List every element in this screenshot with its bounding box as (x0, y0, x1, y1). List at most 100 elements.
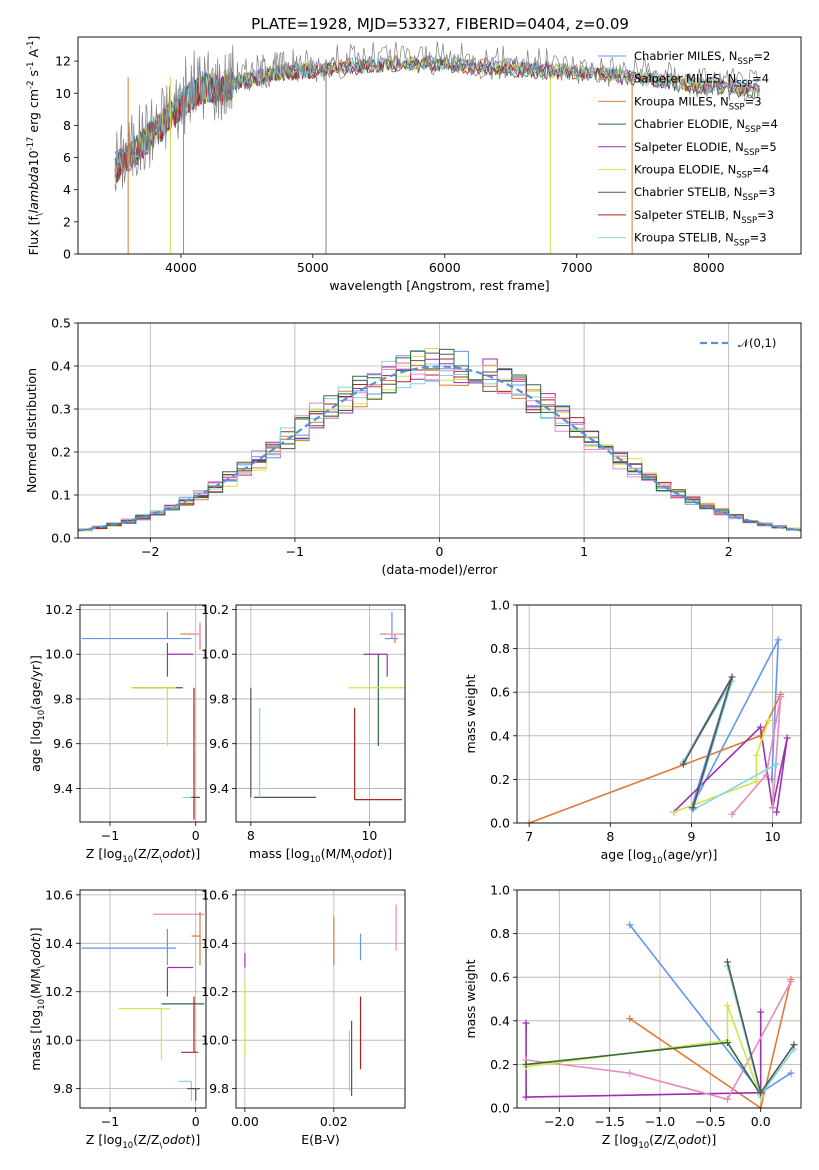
weight-point-marker (752, 778, 760, 786)
x-axis-label: (data-model)/error (382, 562, 499, 577)
y-tick-label: 9.8 (209, 691, 229, 706)
x-tick-label: 10 (765, 829, 781, 844)
x-tick-label: −1 (286, 544, 304, 559)
mass-vs-ebv-frame (235, 889, 406, 1109)
x-tick-label: −2.0 (544, 1114, 574, 1129)
weight-point-marker (787, 978, 795, 986)
x-tick-label: −1.0 (645, 1114, 675, 1129)
x-tick-label: −1.5 (594, 1114, 624, 1129)
weight-vs-age-frame (516, 604, 802, 824)
y-tick-label: 6 (63, 150, 71, 165)
mass-vs-ebv-plot-area (244, 904, 397, 1096)
y-tick-label: 10.0 (45, 1033, 73, 1048)
age-vs-mass-panel: 8 10 9.4 9.6 9.8 10.0 10.2 mass [log10(M/M\odot… (201, 602, 406, 865)
y-tick-label: 1.0 (490, 883, 510, 898)
y-axis-label: mass weight (463, 959, 478, 1038)
spectrum-data-line (114, 41, 760, 192)
weight-point-marker (757, 1089, 765, 1097)
legend-entry: Salpeter STELIB, NSSP=3 (634, 208, 774, 226)
x-tick-label: 8000 (693, 260, 725, 275)
y-tick-label: 0.0 (490, 1101, 510, 1116)
x-tick-label: 8 (606, 829, 614, 844)
weight-point-marker (762, 771, 770, 779)
x-tick-label: 8 (247, 828, 255, 843)
mass-vs-Z-plot-area (81, 911, 205, 1101)
mass-vs-Z-frame (79, 889, 207, 1109)
spectrum-panel: 4000 5000 6000 7000 8000 0 2 4 6 8 10 12 wavelength … (26, 15, 802, 293)
y-tick-label: 9.8 (53, 1081, 73, 1096)
y-tick-label: 9.4 (53, 781, 73, 796)
x-tick-label: 9 (687, 829, 695, 844)
y-tick-label: 2 (63, 214, 71, 229)
weight-vs-Z-plot-area (522, 921, 798, 1108)
y-tick-label: 0.3 (51, 402, 71, 417)
weight-point-marker (522, 1019, 530, 1027)
y-tick-label: 9.6 (53, 736, 73, 751)
weight-point-marker (757, 1008, 765, 1016)
legend-entry: Chabrier ELODIE, NSSP=4 (634, 117, 778, 135)
x-axis-label: mass [log10(M/M\odot)] (249, 846, 392, 865)
weight-point-marker (522, 1060, 530, 1068)
x-tick-label: 1 (580, 544, 588, 559)
weight-point-marker (723, 1095, 731, 1103)
y-tick-label: 10.0 (45, 647, 73, 662)
weight-point-marker (790, 1041, 798, 1049)
y-tick-label: 0.1 (51, 488, 71, 503)
weight-point-marker (757, 1104, 765, 1108)
x-tick-label: 7000 (561, 260, 593, 275)
spectrum-frame (77, 36, 802, 255)
weight-vs-Z-frame (516, 889, 802, 1109)
weight-vs-Z-panel: −2.0 −1.5 −1.0 −0.5 0.0 0.0 0.2 0.4 0.6 0.8 1.0 Z [… (463, 883, 802, 1151)
weight-series-line (526, 1041, 762, 1096)
weight-point-marker (773, 760, 781, 768)
age-vs-Z-panel: −1 0 9.4 9.6 9.8 10.0 10.2 Z [log10(Z/Z\odot)] a… (28, 602, 207, 865)
x-tick-label: −1 (101, 828, 119, 843)
x-tick-label: 0 (436, 544, 444, 559)
y-tick-label: 12 (55, 54, 71, 69)
weight-point-marker (723, 1039, 731, 1047)
y-tick-label: 0.4 (51, 359, 71, 374)
y-axis-label: mass weight (463, 674, 478, 753)
mass-vs-Z-panel: −1 0 9.8 10.0 10.2 10.4 10.6 Z [log10(Z/Z\odot)… (28, 887, 207, 1151)
weight-vs-age-panel: 7 8 9 10 0.0 0.2 0.4 0.6 0.8 1.0 age [log10(age/yr… (463, 598, 802, 866)
legend-entry: Chabrier MILES, NSSP=2 (634, 49, 770, 67)
y-tick-label: 10.2 (45, 602, 73, 617)
y-tick-label: 0.2 (490, 1057, 510, 1072)
y-tick-label: 0.0 (51, 531, 71, 546)
weight-point-marker (670, 808, 678, 816)
weight-series-line (731, 696, 782, 815)
residuals-plot-area (78, 348, 801, 532)
y-tick-label: 10.2 (45, 984, 73, 999)
y-tick-label: 10.2 (201, 602, 229, 617)
weight-point-marker (783, 734, 791, 742)
x-axis-label: age [log10(age/yr)] (601, 847, 718, 866)
y-tick-label: 0.2 (51, 445, 71, 460)
x-tick-label: 0.00 (231, 1114, 259, 1129)
y-axis-label: age [log10(age/yr)] (28, 655, 47, 772)
weight-vs-age-plot-area (525, 636, 791, 823)
y-tick-label: 0.8 (490, 926, 510, 941)
age-vs-Z-plot-area (81, 611, 201, 820)
weight-series-line (673, 720, 770, 813)
legend-entry: Kroupa ELODIE, NSSP=4 (634, 163, 769, 181)
y-tick-label: 0.0 (490, 816, 510, 831)
weight-point-marker (777, 693, 785, 701)
spectrum-plot-area (114, 41, 760, 254)
x-tick-label: 2 (725, 544, 733, 559)
weight-point-marker (756, 723, 764, 731)
weight-point-marker (525, 819, 533, 823)
y-tick-label: 9.4 (209, 781, 229, 796)
y-tick-label: 10.4 (201, 936, 229, 951)
legend-entry: 𝒩(0,1) (738, 336, 776, 350)
x-tick-label: −0.5 (695, 1114, 725, 1129)
y-tick-label: 10.6 (45, 887, 73, 902)
x-tick-label: 0 (192, 1114, 200, 1129)
x-tick-label: 0.0 (751, 1114, 771, 1129)
x-tick-label: −1 (101, 1114, 119, 1129)
weight-point-marker (689, 804, 697, 812)
y-tick-label: 0.4 (490, 728, 510, 743)
y-tick-label: 0.6 (490, 685, 510, 700)
gaussian-curve (78, 365, 801, 532)
x-tick-label: 10 (361, 828, 377, 843)
